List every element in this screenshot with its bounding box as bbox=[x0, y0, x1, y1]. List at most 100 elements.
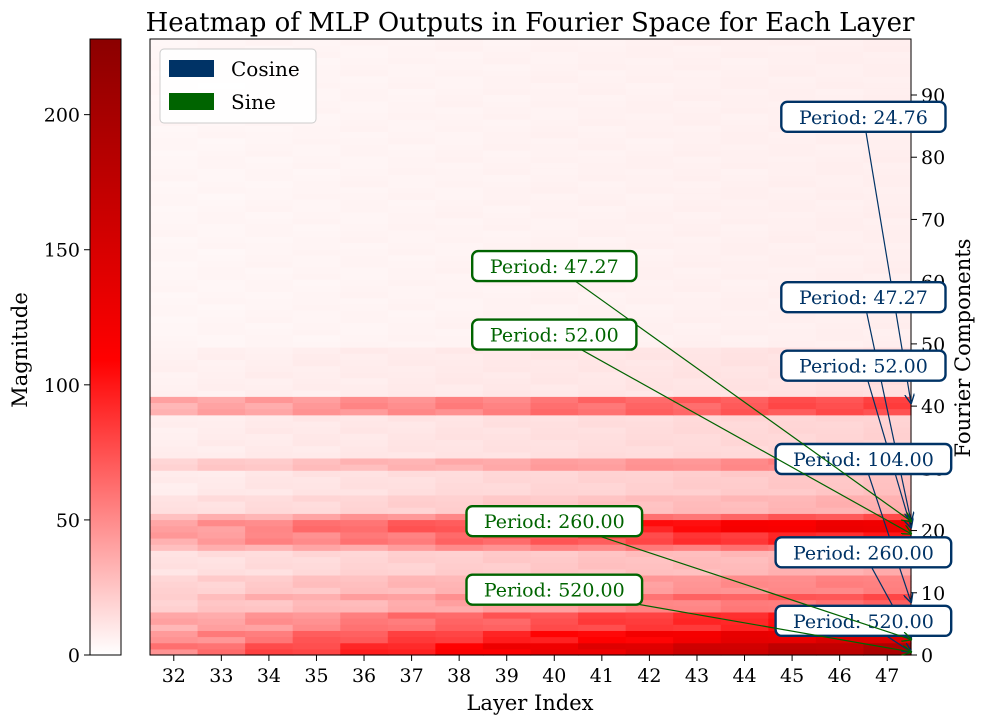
heatmap-cell bbox=[530, 501, 579, 508]
heatmap-cell bbox=[768, 248, 817, 256]
heatmap-cell bbox=[387, 217, 436, 225]
heatmap-cell bbox=[673, 254, 722, 262]
heatmap-cell bbox=[815, 156, 865, 163]
heatmap-cell bbox=[245, 149, 294, 157]
heatmap-cell bbox=[768, 334, 817, 342]
heatmap-cell bbox=[435, 174, 484, 182]
heatmap-cell bbox=[150, 254, 199, 262]
heatmap-cell bbox=[387, 334, 436, 342]
heatmap-cell bbox=[720, 507, 769, 514]
heatmap-cell bbox=[150, 322, 199, 330]
heatmap-cell bbox=[768, 242, 817, 250]
heatmap-cell bbox=[482, 106, 532, 114]
heatmap-cell bbox=[245, 599, 294, 607]
heatmap-cell bbox=[768, 488, 817, 496]
heatmap-cell bbox=[815, 433, 865, 440]
heatmap-cell bbox=[150, 125, 199, 132]
heatmap-cell bbox=[292, 636, 341, 644]
heatmap-cell bbox=[150, 193, 199, 200]
annotation-label: Period: 520.00 bbox=[484, 580, 625, 602]
heatmap-cell bbox=[530, 51, 579, 59]
heatmap-cell bbox=[720, 229, 769, 237]
heatmap-cell bbox=[435, 365, 484, 373]
heatmap-cell bbox=[578, 359, 627, 367]
heatmap-cell bbox=[387, 291, 436, 299]
heatmap-cell bbox=[197, 156, 246, 163]
heatmap-cell bbox=[197, 433, 246, 440]
heatmap-cell bbox=[435, 556, 484, 564]
heatmap-cell bbox=[197, 390, 246, 397]
heatmap-cell bbox=[150, 525, 199, 533]
heatmap-cell bbox=[768, 186, 817, 194]
heatmap-cell bbox=[435, 353, 484, 360]
heatmap-cell bbox=[197, 316, 246, 323]
heatmap-cell bbox=[435, 574, 484, 582]
heatmap-cell bbox=[482, 131, 532, 139]
heatmap-cell bbox=[863, 642, 912, 650]
heatmap-cell bbox=[530, 82, 579, 89]
heatmap-cell bbox=[245, 494, 294, 502]
heatmap-cell bbox=[435, 470, 484, 477]
heatmap-cell bbox=[863, 402, 912, 410]
heatmap-cell bbox=[482, 205, 532, 213]
heatmap-cell bbox=[340, 260, 389, 268]
heatmap-cell bbox=[292, 291, 341, 299]
heatmap-cell bbox=[292, 39, 341, 46]
heatmap-cell bbox=[625, 445, 674, 453]
heatmap-cell bbox=[150, 433, 199, 440]
heatmap-cell bbox=[482, 414, 532, 422]
heatmap-cell bbox=[673, 82, 722, 89]
heatmap-cell bbox=[340, 587, 389, 594]
heatmap-cell bbox=[768, 168, 817, 176]
heatmap-cell bbox=[292, 100, 341, 108]
heatmap-cell bbox=[435, 88, 484, 96]
heatmap-cell bbox=[150, 273, 199, 280]
heatmap-cell bbox=[673, 328, 722, 336]
heatmap-cell bbox=[530, 396, 579, 404]
heatmap-cell bbox=[340, 599, 389, 607]
heatmap-cell bbox=[815, 143, 865, 151]
heatmap-cell bbox=[863, 186, 912, 194]
heatmap-cell bbox=[387, 359, 436, 367]
heatmap-cell bbox=[150, 279, 199, 286]
heatmap-cell bbox=[625, 156, 674, 163]
heatmap-cell bbox=[815, 648, 865, 656]
heatmap-cell bbox=[292, 464, 341, 471]
heatmap-cell bbox=[530, 408, 579, 416]
heatmap-cell bbox=[387, 574, 436, 582]
heatmap-cell bbox=[578, 377, 627, 385]
heatmap-cell bbox=[720, 291, 769, 299]
heatmap-cell bbox=[482, 310, 532, 317]
heatmap-cell bbox=[578, 464, 627, 471]
heatmap-cell bbox=[292, 624, 341, 631]
heatmap-cell bbox=[292, 168, 341, 176]
heatmap-cell bbox=[435, 605, 484, 613]
heatmap-cell bbox=[340, 119, 389, 126]
heatmap-cell bbox=[625, 531, 674, 539]
heatmap-cell bbox=[292, 630, 341, 638]
heatmap-cell bbox=[578, 57, 627, 65]
heatmap-cell bbox=[340, 211, 389, 219]
heatmap-cell bbox=[150, 266, 199, 274]
heatmap-cell bbox=[245, 334, 294, 342]
heatmap-cell bbox=[815, 599, 865, 607]
heatmap-cell bbox=[578, 236, 627, 243]
annotation-arrow bbox=[554, 520, 911, 639]
heatmap-cell bbox=[292, 211, 341, 219]
heatmap-cell bbox=[482, 457, 532, 465]
heatmap-cell bbox=[435, 279, 484, 286]
heatmap-cell bbox=[863, 162, 912, 169]
heatmap-cell bbox=[530, 383, 579, 391]
heatmap-cell bbox=[673, 45, 722, 52]
x-tick-label: 42 bbox=[637, 665, 661, 687]
heatmap-cell bbox=[340, 39, 389, 46]
heatmap-cell bbox=[387, 476, 436, 484]
heatmap-cell bbox=[435, 131, 484, 139]
heatmap-cell bbox=[720, 193, 769, 200]
heatmap-cell bbox=[578, 75, 627, 83]
heatmap-cell bbox=[387, 568, 436, 576]
heatmap-cell bbox=[340, 131, 389, 139]
heatmap-cell bbox=[245, 531, 294, 539]
heatmap-cell bbox=[435, 611, 484, 619]
heatmap-cell bbox=[292, 531, 341, 539]
